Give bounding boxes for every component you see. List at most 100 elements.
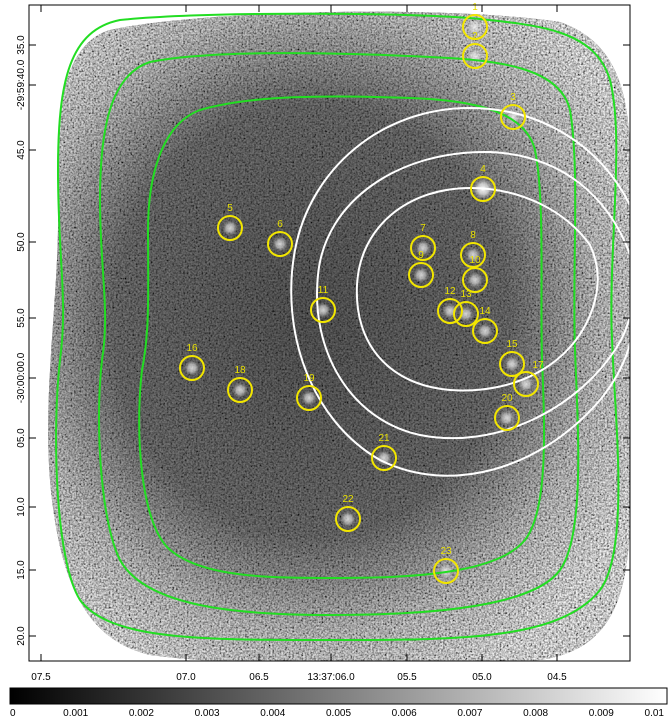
source-circle: [470, 176, 496, 202]
source-marker-10: 10: [462, 255, 488, 293]
y-tick-label: 50.0: [16, 232, 27, 252]
white-contours: [290, 106, 633, 477]
colorbar-tick-label: 0.001: [63, 708, 88, 719]
source-marker-22: 22: [335, 494, 361, 532]
source-label: 5: [227, 203, 233, 214]
source-circle: [296, 385, 322, 411]
source-circle: [227, 377, 253, 403]
source-circle: [462, 267, 488, 293]
source-label: 20: [501, 393, 513, 404]
y-axis-tick-labels: 35.0 -29:59:40.0 45.0 50.0 55.0 -30:00:00.0 05…: [16, 35, 27, 646]
source-marker-9: 9: [408, 250, 434, 288]
source-circle: [217, 215, 243, 241]
source-label: 11: [318, 285, 329, 296]
source-marker-6: 6: [267, 219, 293, 257]
white-contour-inner: [355, 186, 599, 392]
colorbar-tick-label: 0.009: [589, 708, 614, 719]
source-label: 14: [479, 306, 491, 317]
source-circle: [513, 371, 539, 397]
source-glow: [301, 390, 317, 406]
colorbar-tick-label: 0: [10, 708, 16, 719]
source-glow: [467, 272, 483, 288]
source-label: 16: [186, 343, 198, 354]
x-tick-label: 05.5: [397, 672, 417, 683]
source-marker-7: 7: [410, 223, 436, 261]
source-marker-5: 5: [217, 203, 243, 241]
source-circle: [371, 445, 397, 471]
colorbar-tick-label: 0.01: [645, 708, 665, 719]
y-tick-label: 20.0: [16, 626, 27, 646]
image-panel: [29, 5, 630, 661]
source-label: 1: [472, 2, 478, 13]
source-glow: [340, 511, 356, 527]
green-contour-outer: [55, 12, 620, 641]
source-label: 3: [510, 92, 516, 103]
source-glow: [415, 240, 431, 256]
source-label: 22: [342, 494, 354, 505]
x-tick-label: 05.0: [472, 672, 492, 683]
source-circle: [310, 297, 336, 323]
source-marker-15: 15: [499, 339, 525, 377]
y-tick-label: 55.0: [16, 308, 27, 328]
source-marker-3: 3: [500, 92, 526, 130]
source-circle: [267, 231, 293, 257]
y-tick-label: 10.0: [16, 497, 27, 517]
source-circle: [462, 14, 488, 40]
x-tick-label: 07.0: [176, 672, 196, 683]
source-glow: [477, 323, 493, 339]
y-tick-label: 05.0: [16, 428, 27, 448]
source-label: 2: [472, 31, 478, 42]
source-marker-18: 18: [227, 365, 253, 403]
source-marker-13: 13: [453, 289, 479, 327]
source-circle: [472, 318, 498, 344]
source-glow: [272, 236, 288, 252]
source-glow: [376, 450, 392, 466]
source-marker-23: 23: [433, 546, 459, 584]
source-marker-16: 16: [179, 343, 205, 381]
colorbar-tick-labels: 0 0.001 0.002 0.003 0.004 0.005 0.006 0.007 0.00…: [10, 708, 664, 719]
source-circle: [453, 301, 479, 327]
source-circle: [460, 242, 486, 268]
source-marker-14: 14: [472, 306, 498, 344]
source-glow: [499, 410, 515, 426]
source-label: 18: [234, 365, 246, 376]
colorbar-tick-label: 0.005: [326, 708, 351, 719]
colorbar-tick-label: 0.003: [195, 708, 220, 719]
source-circle: [335, 506, 361, 532]
y-tick-label: -29:59:40.0: [16, 59, 27, 110]
source-label: 8: [470, 230, 476, 241]
source-label: 12: [444, 286, 456, 297]
source-glow: [438, 563, 454, 579]
source-circle: [179, 355, 205, 381]
x-tick-label: 06.5: [249, 672, 269, 683]
green-contour-middle: [98, 52, 580, 617]
x-tick-label: 04.5: [547, 672, 567, 683]
source-label: 7: [420, 223, 426, 234]
source-circle: [499, 351, 525, 377]
source-circle: [433, 558, 459, 584]
source-marker-2: 2: [462, 31, 488, 69]
x-tick-label: 13:37:06.0: [307, 672, 355, 683]
source-marker-12: 12: [437, 286, 463, 324]
source-marker-11: 11: [310, 285, 336, 323]
colorbar-tick-label: 0.007: [457, 708, 482, 719]
bright-sources: [184, 19, 534, 579]
source-label: 15: [506, 339, 518, 350]
source-glow: [222, 220, 238, 236]
source-marker-19: 19: [296, 373, 322, 411]
source-glow: [184, 360, 200, 376]
source-circle: [408, 262, 434, 288]
source-glow: [232, 382, 248, 398]
source-glow: [467, 19, 483, 35]
source-marker-17: 17: [513, 360, 544, 397]
x-axis-tick-labels: 07.5 07.0 06.5 13:37:06.0 05.5 05.0 04.5: [31, 672, 567, 683]
source-glow: [413, 267, 429, 283]
source-label: 13: [460, 289, 472, 300]
y-tick-label: 45.0: [16, 140, 27, 160]
source-glow: [458, 306, 474, 322]
y-tick-label: -30:00:00.0: [16, 352, 27, 403]
source-circle: [437, 298, 463, 324]
white-contour-middle: [316, 150, 633, 440]
source-marker-8: 8: [460, 230, 486, 268]
source-glow: [442, 303, 458, 319]
